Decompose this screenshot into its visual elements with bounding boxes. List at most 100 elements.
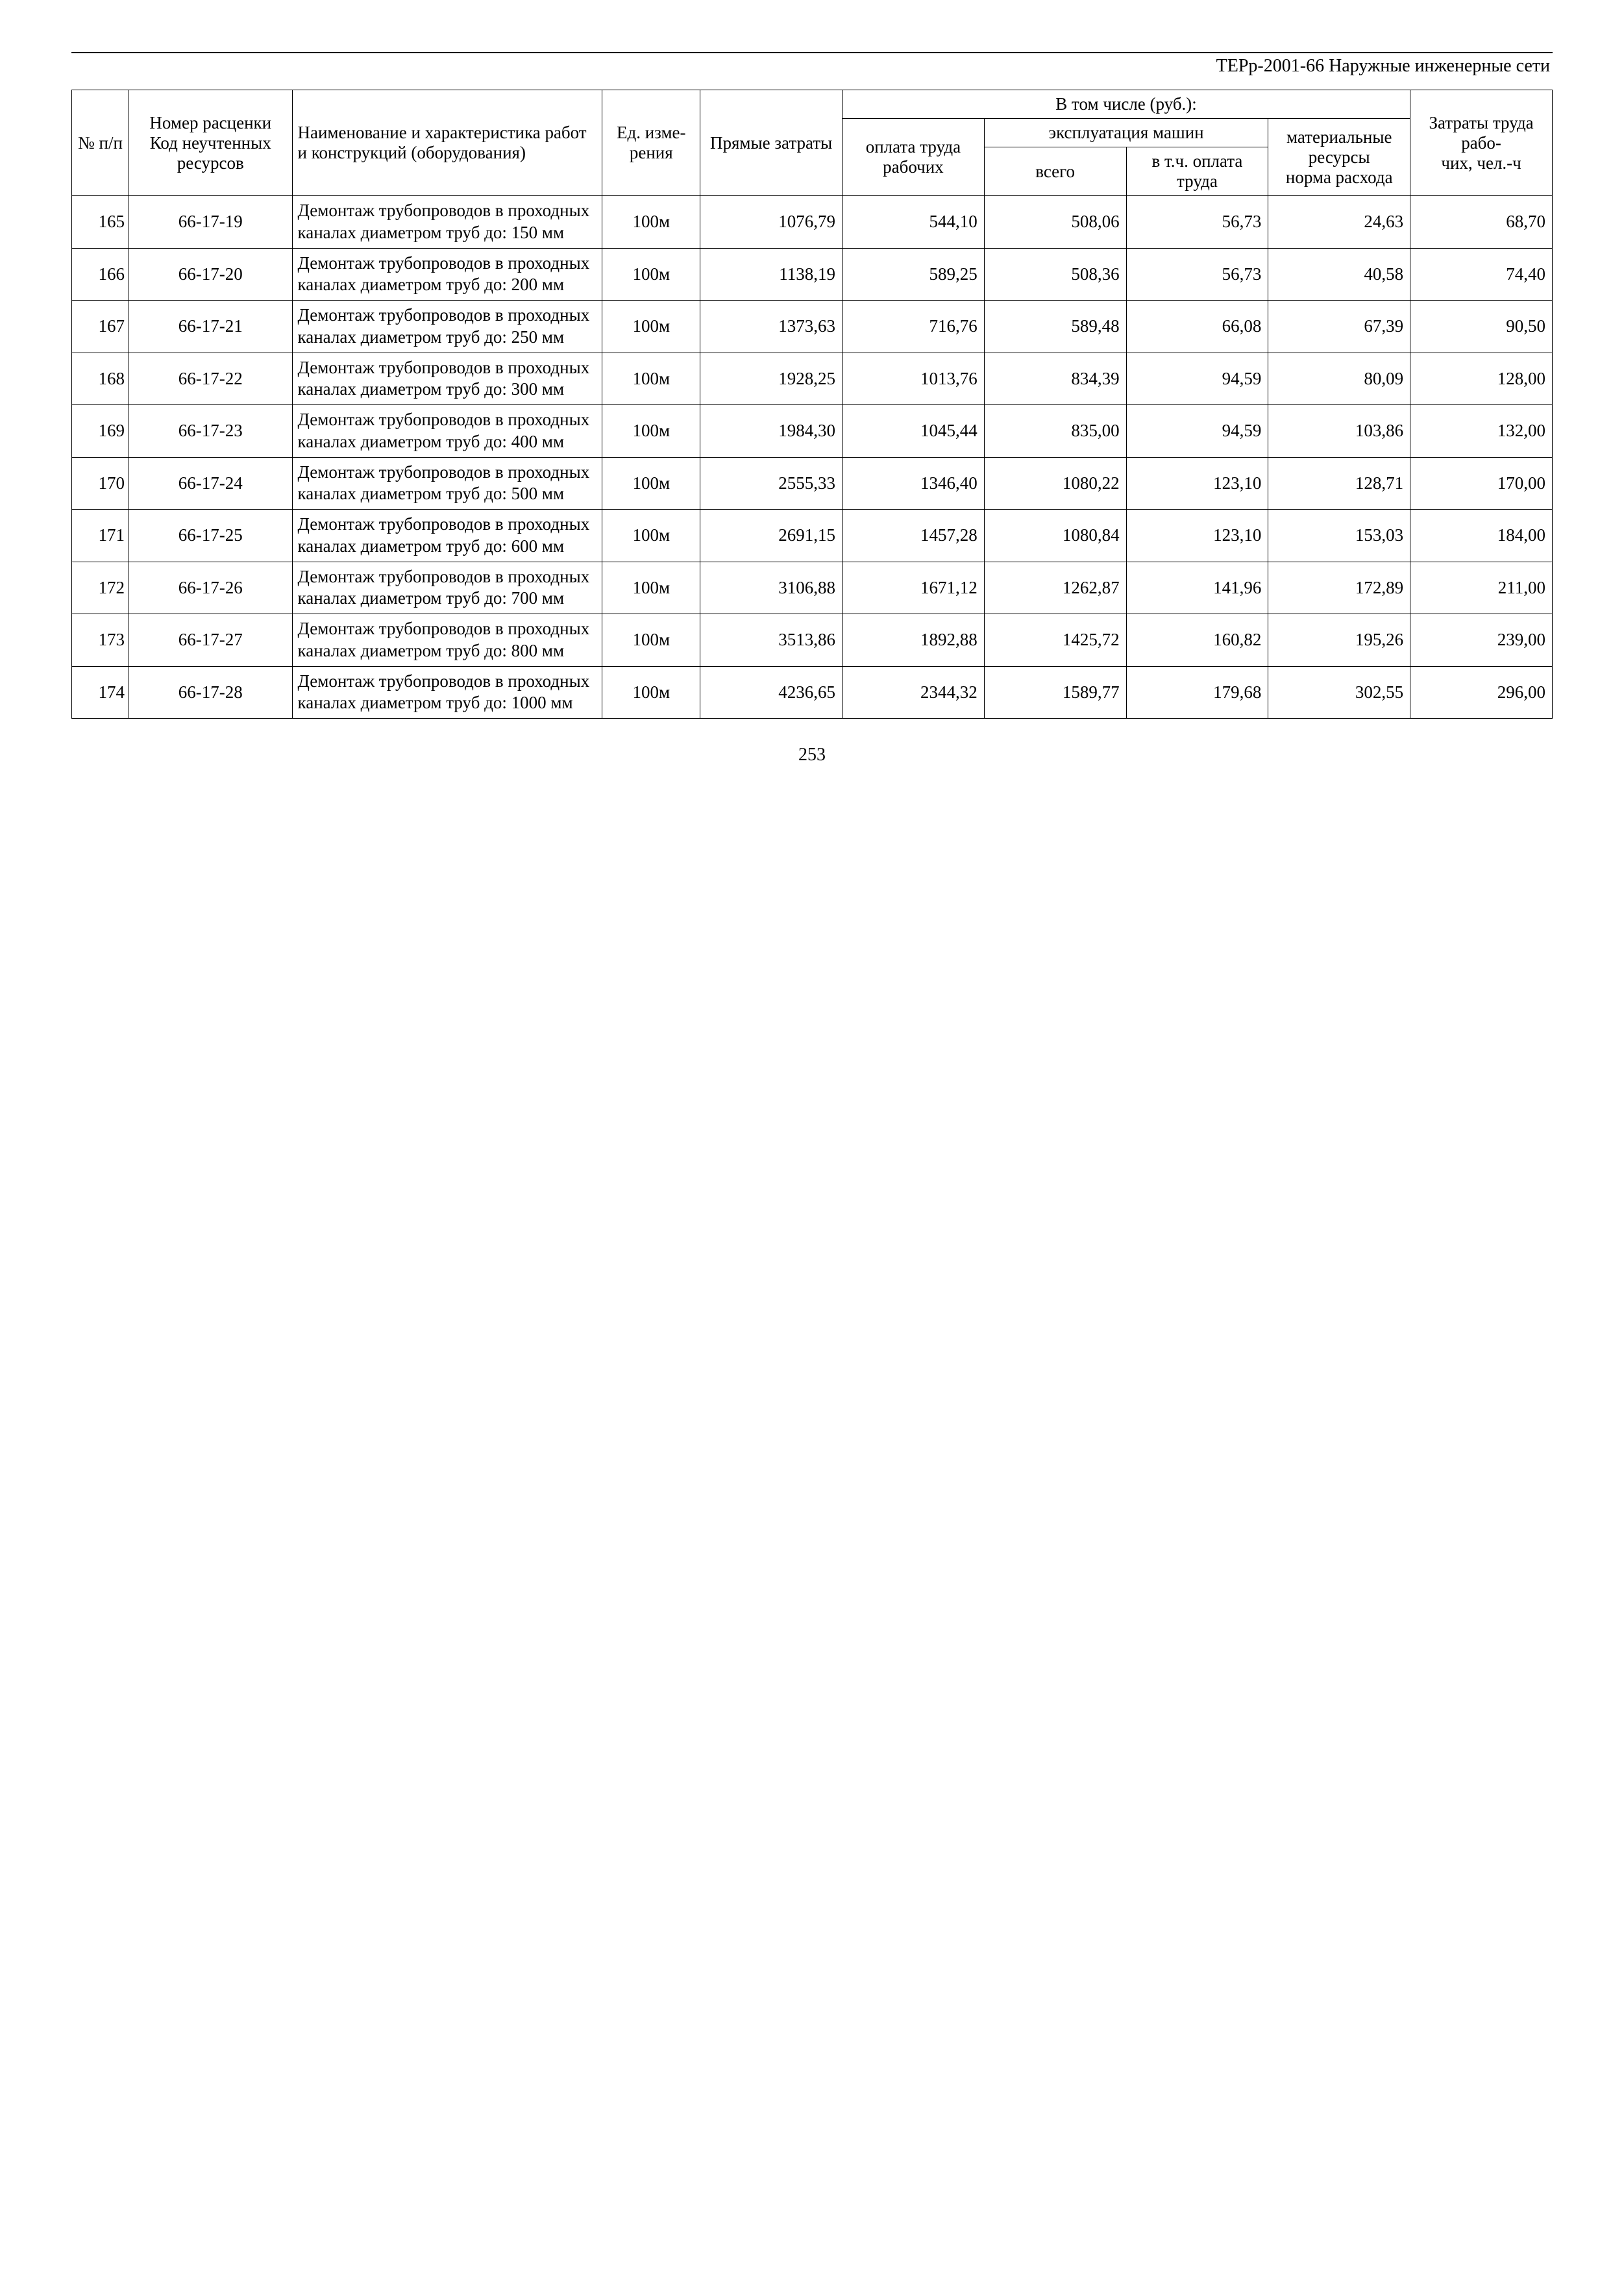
header-labor-costs: Затра­ты труда рабо- чих, чел.-ч (1410, 90, 1553, 196)
cell-direct: 1076,79 (700, 196, 843, 249)
cell-direct: 2555,33 (700, 457, 843, 510)
cell-materials: 103,86 (1268, 405, 1410, 458)
cell-direct: 3106,88 (700, 562, 843, 614)
cell-mach-labor: 179,68 (1126, 666, 1268, 719)
table-row: 16866-17-22Демонтаж трубопроводов в прох… (72, 353, 1553, 405)
cell-code: 66-17-28 (129, 666, 292, 719)
cell-num: 166 (72, 248, 129, 301)
cell-mach-total: 835,00 (984, 405, 1126, 458)
cell-desc: Демонтаж трубопроводов в проходных канал… (292, 196, 602, 249)
cell-direct: 2691,15 (700, 510, 843, 562)
cell-unit: 100м (602, 405, 700, 458)
cell-labor: 544,10 (843, 196, 985, 249)
table-row: 16566-17-19Демонтаж трубопроводов в прох… (72, 196, 1553, 249)
cell-materials: 153,03 (1268, 510, 1410, 562)
cell-direct: 4236,65 (700, 666, 843, 719)
cell-unit: 100м (602, 248, 700, 301)
cell-materials: 80,09 (1268, 353, 1410, 405)
cell-unit: 100м (602, 510, 700, 562)
cell-labor: 716,76 (843, 301, 985, 353)
cell-mach-labor: 141,96 (1126, 562, 1268, 614)
cell-desc: Демонтаж трубопроводов в проходных канал… (292, 353, 602, 405)
cell-code: 66-17-24 (129, 457, 292, 510)
header-machines-total: всего (984, 147, 1126, 196)
header-included-group: В том числе (руб.): (843, 90, 1410, 119)
cell-mach-total: 1589,77 (984, 666, 1126, 719)
header-unit: Ед. изме­рения (602, 90, 700, 196)
cell-mach-labor: 123,10 (1126, 510, 1268, 562)
cell-code: 66-17-21 (129, 301, 292, 353)
cell-mach-total: 589,48 (984, 301, 1126, 353)
cell-mach-total: 1080,22 (984, 457, 1126, 510)
cell-num: 165 (72, 196, 129, 249)
cell-code: 66-17-22 (129, 353, 292, 405)
cell-labor-hours: 211,00 (1410, 562, 1553, 614)
cell-mach-labor: 94,59 (1126, 353, 1268, 405)
cell-mach-total: 834,39 (984, 353, 1126, 405)
cell-labor: 1892,88 (843, 614, 985, 667)
cell-num: 171 (72, 510, 129, 562)
cell-materials: 195,26 (1268, 614, 1410, 667)
cell-materials: 302,55 (1268, 666, 1410, 719)
header-labor-costs-top: Затра­ты труда рабо- (1429, 113, 1533, 153)
table-row: 17266-17-26Демонтаж трубопроводов в прох… (72, 562, 1553, 614)
cell-desc: Демонтаж трубопроводов в проходных канал… (292, 614, 602, 667)
cell-labor: 1671,12 (843, 562, 985, 614)
cell-mach-total: 1425,72 (984, 614, 1126, 667)
header-direct: Прямые затраты (700, 90, 843, 196)
cell-labor-hours: 239,00 (1410, 614, 1553, 667)
header-code: Номер расценки Код неучтенных ресурсов (129, 90, 292, 196)
cell-desc: Демонтаж трубопроводов в проходных канал… (292, 301, 602, 353)
rates-table: № п/п Номер расценки Код неучтенных ресу… (71, 90, 1553, 719)
cell-num: 169 (72, 405, 129, 458)
header-labor: оплата труда рабочих (843, 119, 985, 196)
cell-unit: 100м (602, 457, 700, 510)
cell-unit: 100м (602, 614, 700, 667)
cell-num: 174 (72, 666, 129, 719)
cell-labor: 589,25 (843, 248, 985, 301)
cell-labor-hours: 184,00 (1410, 510, 1553, 562)
cell-desc: Демонтаж трубопроводов в проходных канал… (292, 666, 602, 719)
cell-desc: Демонтаж трубопроводов в проходных канал… (292, 510, 602, 562)
table-row: 17066-17-24Демонтаж трубопроводов в прох… (72, 457, 1553, 510)
cell-mach-total: 1080,84 (984, 510, 1126, 562)
cell-num: 167 (72, 301, 129, 353)
cell-labor: 1045,44 (843, 405, 985, 458)
header-materials-bottom: норма расхода (1286, 168, 1393, 187)
table-body: 16566-17-19Демонтаж трубопроводов в прох… (72, 196, 1553, 719)
cell-code: 66-17-26 (129, 562, 292, 614)
cell-desc: Демонтаж трубопроводов в проходных канал… (292, 562, 602, 614)
cell-labor-hours: 128,00 (1410, 353, 1553, 405)
table-row: 17466-17-28Демонтаж трубопроводов в прох… (72, 666, 1553, 719)
cell-mach-total: 508,36 (984, 248, 1126, 301)
table-row: 16966-17-23Демонтаж трубопроводов в прох… (72, 405, 1553, 458)
table-row: 17166-17-25Демонтаж трубопроводов в прох… (72, 510, 1553, 562)
cell-num: 172 (72, 562, 129, 614)
document-header: ТЕРр-2001-66 Наружные инженерные сети (71, 56, 1553, 77)
cell-direct: 1984,30 (700, 405, 843, 458)
cell-num: 170 (72, 457, 129, 510)
cell-labor-hours: 296,00 (1410, 666, 1553, 719)
cell-mach-labor: 160,82 (1126, 614, 1268, 667)
cell-mach-labor: 94,59 (1126, 405, 1268, 458)
cell-materials: 40,58 (1268, 248, 1410, 301)
page-number: 253 (71, 745, 1553, 765)
cell-labor: 1346,40 (843, 457, 985, 510)
header-machines-labor: в т.ч. оплата труда (1126, 147, 1268, 196)
cell-labor: 1013,76 (843, 353, 985, 405)
cell-unit: 100м (602, 301, 700, 353)
cell-direct: 1138,19 (700, 248, 843, 301)
cell-num: 173 (72, 614, 129, 667)
cell-labor-hours: 68,70 (1410, 196, 1553, 249)
cell-mach-labor: 56,73 (1126, 248, 1268, 301)
cell-labor-hours: 90,50 (1410, 301, 1553, 353)
cell-unit: 100м (602, 562, 700, 614)
cell-code: 66-17-23 (129, 405, 292, 458)
cell-code: 66-17-20 (129, 248, 292, 301)
cell-labor-hours: 74,40 (1410, 248, 1553, 301)
table-header: № п/п Номер расценки Код неучтенных ресу… (72, 90, 1553, 196)
cell-labor: 1457,28 (843, 510, 985, 562)
cell-labor-hours: 170,00 (1410, 457, 1553, 510)
cell-unit: 100м (602, 196, 700, 249)
header-desc: Наименование и характеристика работ и ко… (292, 90, 602, 196)
